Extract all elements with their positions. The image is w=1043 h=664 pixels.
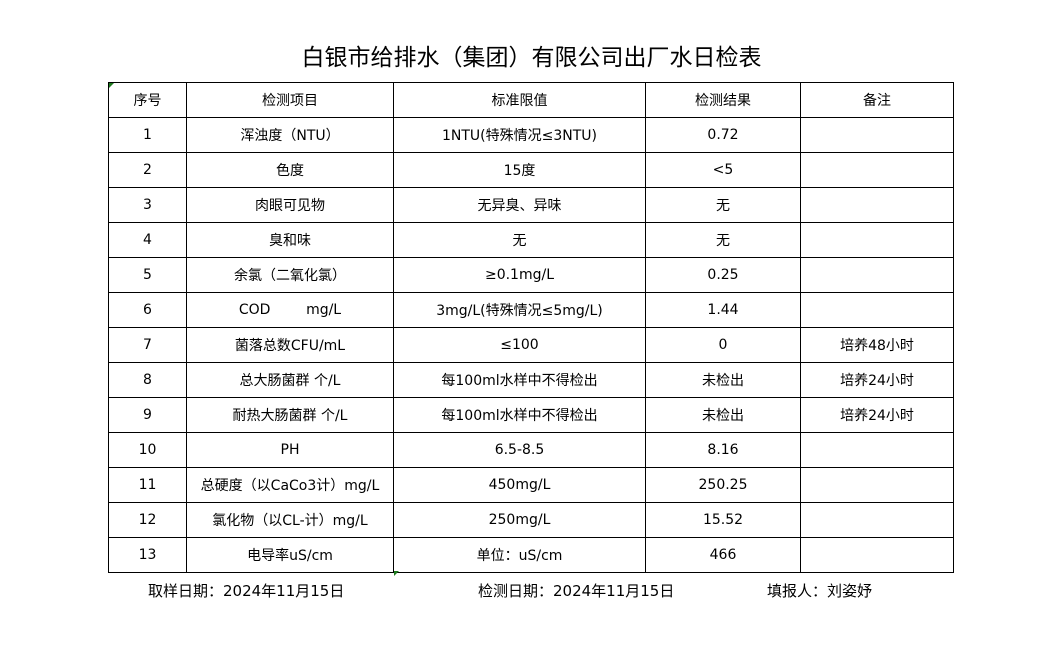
table-header-row: 序号 检测项目 标准限值 检测结果 备注 bbox=[108, 82, 954, 118]
test-item-cell: 耐热大肠菌群 个/L bbox=[186, 397, 394, 433]
table-row: 4 臭和味无无 bbox=[108, 222, 954, 258]
row-number-cell: 3 bbox=[108, 187, 187, 223]
standard-limit-cell: 每100ml水样中不得检出 bbox=[393, 397, 646, 433]
table-row: 12 氯化物（以CL-计）mg/L 250mg/L 15.52 bbox=[108, 502, 954, 538]
test-item-cell: COD mg/L bbox=[186, 292, 394, 328]
table-row: 2 色度 15度 <5 bbox=[108, 152, 954, 188]
standard-limit-cell: 3mg/L(特殊情况≤5mg/L) bbox=[393, 292, 646, 328]
test-item-cell: 总大肠菌群 个/L bbox=[186, 362, 394, 398]
remark-cell: 培养48小时 bbox=[800, 327, 954, 363]
row-number-cell: 7 bbox=[108, 327, 187, 363]
row-number-cell: 1 bbox=[108, 117, 187, 153]
test-item-cell: 氯化物（以CL-计）mg/L bbox=[186, 502, 394, 538]
test-item-cell: 臭和味 bbox=[186, 222, 394, 258]
standard-limit-cell: ≥0.1mg/L bbox=[393, 257, 646, 293]
header-cell: 标准限值 bbox=[393, 82, 646, 118]
standard-limit-cell: 单位：uS/cm bbox=[393, 537, 646, 573]
row-number-cell: 6 bbox=[108, 292, 187, 328]
remark-cell bbox=[800, 187, 954, 223]
remark-cell bbox=[800, 257, 954, 293]
remark-cell: 培养24小时 bbox=[800, 397, 954, 433]
table-row: 9 耐热大肠菌群 个/L 每100ml水样中不得检出 未检出 培养24小时 bbox=[108, 397, 954, 433]
standard-limit-cell: 无异臭、异味 bbox=[393, 187, 646, 223]
test-result-cell: 250.25 bbox=[645, 467, 801, 503]
test-date: 检测日期：2024年11月15日 bbox=[478, 582, 675, 600]
remark-cell bbox=[800, 222, 954, 258]
row-number-cell: 4 bbox=[108, 222, 187, 258]
remark-cell bbox=[800, 467, 954, 503]
test-item-cell: PH bbox=[186, 432, 394, 468]
test-item-cell: 浑浊度（NTU） bbox=[186, 117, 394, 153]
test-item-cell: 电导率uS/cm bbox=[186, 537, 394, 573]
row-number-cell: 2 bbox=[108, 152, 187, 188]
remark-cell bbox=[800, 152, 954, 188]
remark-cell: 培养24小时 bbox=[800, 362, 954, 398]
test-result-cell: 0.72 bbox=[645, 117, 801, 153]
inspection-table: 序号 检测项目 标准限值 检测结果 备注 1 浑浊度（NTU） 1NTU(特殊情况≤… bbox=[108, 82, 954, 573]
header-cell: 检测结果 bbox=[645, 82, 801, 118]
test-result-cell: 1.44 bbox=[645, 292, 801, 328]
header-cell: 备注 bbox=[800, 82, 954, 118]
standard-limit-cell: 无 bbox=[393, 222, 646, 258]
test-result-cell: 未检出 bbox=[645, 397, 801, 433]
test-result-cell: 466 bbox=[645, 537, 801, 573]
test-item-cell: 色度 bbox=[186, 152, 394, 188]
table-row: 6 COD mg/L 3mg/L(特殊情况≤5mg/L) 1.44 bbox=[108, 292, 954, 328]
row-number-cell: 12 bbox=[108, 502, 187, 538]
standard-limit-cell: 6.5-8.5 bbox=[393, 432, 646, 468]
test-item-cell: 余氯（二氧化氯） bbox=[186, 257, 394, 293]
test-result-cell: 0.25 bbox=[645, 257, 801, 293]
test-result-cell: 0 bbox=[645, 327, 801, 363]
standard-limit-cell: 250mg/L bbox=[393, 502, 646, 538]
standard-limit-cell: ≤100 bbox=[393, 327, 646, 363]
test-result-cell: 无 bbox=[645, 187, 801, 223]
cell-marker-icon bbox=[394, 571, 399, 576]
table-row: 1 浑浊度（NTU） 1NTU(特殊情况≤3NTU) 0.72 bbox=[108, 117, 954, 153]
table-row: 11 总硬度（以CaCo3计）mg/L 450mg/L 250.25 bbox=[108, 467, 954, 503]
header-cell: 检测项目 bbox=[186, 82, 394, 118]
table-row: 3 肉眼可见物 无异臭、异味无 bbox=[108, 187, 954, 223]
row-number-cell: 13 bbox=[108, 537, 187, 573]
table-row: 7 菌落总数CFU/mL ≤100 0 培养48小时 bbox=[108, 327, 954, 363]
test-result-cell: 8.16 bbox=[645, 432, 801, 468]
table-row: 10 PH 6.5-8.5 8.16 bbox=[108, 432, 954, 468]
test-result-cell: <5 bbox=[645, 152, 801, 188]
row-number-cell: 8 bbox=[108, 362, 187, 398]
row-number-cell: 9 bbox=[108, 397, 187, 433]
page-title: 白银市给排水（集团）有限公司出厂水日检表 bbox=[301, 45, 762, 71]
row-number-cell: 10 bbox=[108, 432, 187, 468]
test-result-cell: 无 bbox=[645, 222, 801, 258]
standard-limit-cell: 15度 bbox=[393, 152, 646, 188]
standard-limit-cell: 450mg/L bbox=[393, 467, 646, 503]
remark-cell bbox=[800, 502, 954, 538]
remark-cell bbox=[800, 117, 954, 153]
test-item-cell: 肉眼可见物 bbox=[186, 187, 394, 223]
row-number-cell: 11 bbox=[108, 467, 187, 503]
row-number-cell: 5 bbox=[108, 257, 187, 293]
test-item-cell: 菌落总数CFU/mL bbox=[186, 327, 394, 363]
standard-limit-cell: 1NTU(特殊情况≤3NTU) bbox=[393, 117, 646, 153]
remark-cell bbox=[800, 292, 954, 328]
test-item-cell: 总硬度（以CaCo3计）mg/L bbox=[186, 467, 394, 503]
table-row: 8 总大肠菌群 个/L 每100ml水样中不得检出 未检出 培养24小时 bbox=[108, 362, 954, 398]
standard-limit-cell: 每100ml水样中不得检出 bbox=[393, 362, 646, 398]
header-cell: 序号 bbox=[108, 82, 187, 118]
remark-cell bbox=[800, 432, 954, 468]
table-row: 5 余氯（二氧化氯） ≥0.1mg/L 0.25 bbox=[108, 257, 954, 293]
remark-cell bbox=[800, 537, 954, 573]
test-result-cell: 未检出 bbox=[645, 362, 801, 398]
table-row: 13 电导率uS/cm 单位：uS/cm 466 bbox=[108, 537, 954, 573]
sampling-date: 取样日期：2024年11月15日 bbox=[148, 582, 345, 600]
reporter: 填报人：刘姿妤 bbox=[767, 582, 873, 600]
test-result-cell: 15.52 bbox=[645, 502, 801, 538]
